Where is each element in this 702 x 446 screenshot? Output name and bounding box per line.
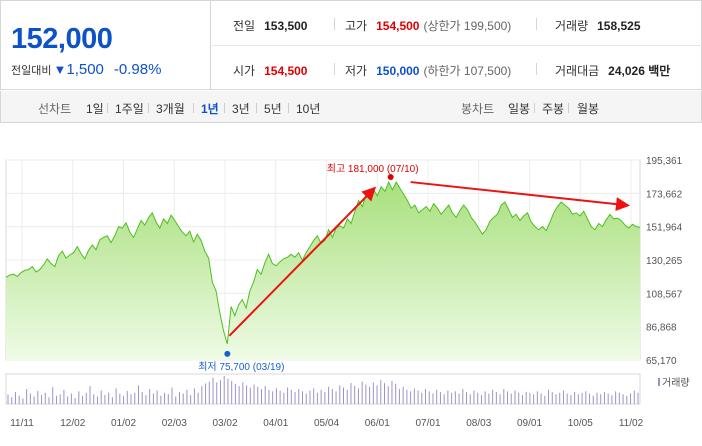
low-label: 저가	[345, 64, 368, 78]
period-5y[interactable]: 5년	[264, 102, 282, 116]
prev-close-label: 전일	[233, 19, 256, 33]
volume-value: 158,525	[597, 19, 641, 33]
y-tick-label: 108,567	[646, 289, 683, 300]
lower-limit: (하한가 107,500)	[423, 64, 512, 78]
change-row: 전일대비 ▼1,500 -0.98%	[11, 61, 161, 78]
y-tick-label: 173,662	[646, 189, 683, 200]
change-percent: -0.98%	[113, 61, 162, 78]
upper-limit: (상한가 199,500)	[423, 19, 512, 33]
divider	[148, 103, 149, 113]
down-arrow-icon: ▼	[53, 62, 67, 77]
divider	[568, 103, 569, 113]
volume-label: 거래량	[555, 19, 589, 33]
turnover-value: 24,026 백만	[608, 64, 671, 78]
period-1w[interactable]: 1주일	[115, 102, 144, 116]
x-tick-label: 05/04	[314, 418, 339, 429]
y-tick-label: 195,361	[646, 156, 683, 167]
open-label: 시가	[233, 64, 256, 78]
change-value: 1,500	[66, 61, 104, 78]
current-price: 152,000	[11, 23, 113, 55]
divider	[334, 18, 335, 30]
row-divider	[212, 45, 702, 46]
period-3m[interactable]: 3개월	[156, 102, 185, 116]
change-label: 전일대비	[11, 65, 52, 77]
high-annotation: 최고 181,000 (07/10)	[327, 163, 419, 175]
candle-weekly[interactable]: 주봉	[542, 102, 565, 116]
x-tick-label: 02/03	[162, 418, 187, 429]
prev-close-cell: 전일 153,500	[233, 17, 307, 34]
downtrend-arrow	[410, 181, 630, 212]
low-value: 150,000	[376, 64, 420, 78]
low-marker	[224, 350, 231, 357]
open-value: 154,500	[264, 64, 308, 78]
divider	[536, 63, 537, 75]
high-marker	[387, 174, 394, 181]
period-1d[interactable]: 1일	[86, 102, 104, 116]
period-1y[interactable]: 1년	[201, 102, 219, 116]
price-panel: 152,000 전일대비 ▼1,500 -0.98%	[1, 1, 211, 89]
x-tick-label: 11/02	[619, 418, 644, 429]
divider	[256, 103, 257, 113]
candle-chart-label: 봉차트	[461, 102, 495, 116]
volume-cell: 거래량 158,525	[555, 17, 641, 34]
low-annotation: 최저 75,700 (03/19)	[198, 361, 284, 373]
divider	[107, 103, 108, 113]
x-tick-label: 06/01	[365, 418, 390, 429]
y-tick-label: 65,170	[646, 356, 677, 367]
open-cell: 시가 154,500	[233, 62, 307, 79]
volume-legend-label: 거래량	[662, 377, 690, 389]
y-tick-label: 86,868	[646, 323, 677, 334]
divider	[193, 103, 194, 113]
candle-daily[interactable]: 일봉	[508, 102, 531, 116]
y-tick-label: 151,964	[646, 223, 683, 234]
y-tick-label: 130,265	[646, 256, 683, 267]
price-chart: 195,361 173,662 151,964 130,265 108,567 86,86…	[5, 156, 690, 429]
divider	[536, 18, 537, 30]
high-label: 고가	[345, 19, 368, 33]
prev-close-value: 153,500	[264, 19, 308, 33]
volume-legend-icon	[658, 378, 660, 386]
volume-frame	[5, 373, 641, 405]
turnover-cell: 거래대금 24,026 백만	[555, 62, 670, 79]
candle-monthly[interactable]: 월봉	[577, 102, 600, 116]
x-tick-label: 08/03	[466, 418, 491, 429]
low-cell: 저가 150,000 (하한가 107,500)	[345, 62, 511, 79]
line-chart-label: 선차트	[38, 102, 72, 116]
period-10y[interactable]: 10년	[296, 102, 321, 116]
x-tick-label: 11/11	[10, 418, 34, 429]
high-cell: 고가 154,500 (상한가 199,500)	[345, 17, 511, 34]
period-bar: 선차트 1일 1주일 3개월 1년 3년 5년 10년 봉차트 일봉 주봉 월봉	[0, 91, 702, 123]
uptrend-arrow	[228, 186, 377, 337]
period-3y[interactable]: 3년	[232, 102, 250, 116]
x-tick-label: 01/02	[111, 418, 136, 429]
quote-panel: 152,000 전일대비 ▼1,500 -0.98% 전일 153,500 고가 154…	[0, 0, 702, 90]
divider	[534, 103, 535, 113]
x-tick-label: 04/01	[263, 418, 288, 429]
divider	[224, 103, 225, 113]
price-area	[6, 182, 640, 360]
divider	[334, 63, 335, 75]
high-value: 154,500	[376, 19, 420, 33]
x-tick-label: 03/02	[212, 418, 237, 429]
turnover-label: 거래대금	[555, 64, 600, 78]
x-tick-label: 09/01	[517, 418, 542, 429]
x-tick-label: 12/02	[60, 418, 85, 429]
divider	[288, 103, 289, 113]
x-tick-label: 07/01	[415, 418, 440, 429]
x-tick-label: 10/05	[568, 418, 593, 429]
